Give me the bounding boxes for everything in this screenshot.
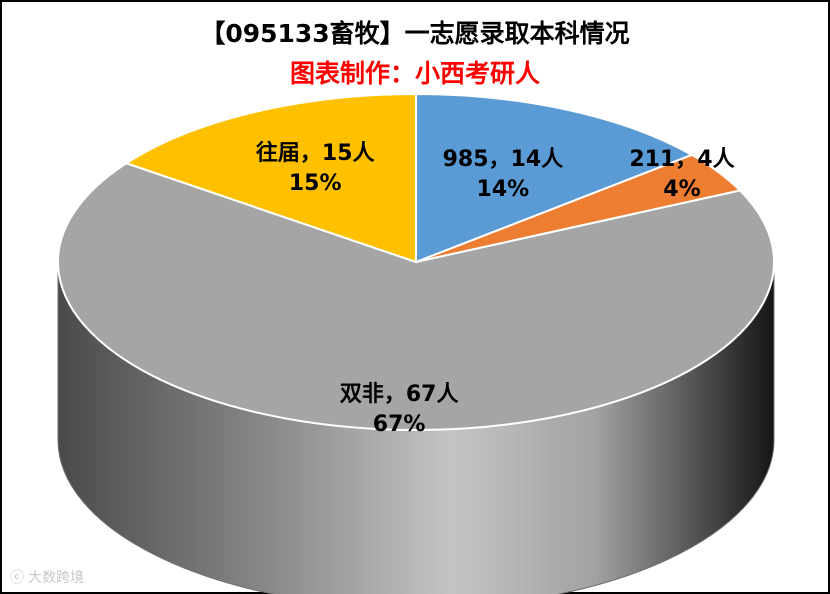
slice-label-0: 985，14人 14%	[443, 145, 564, 205]
slice-label-count: 双非，67人	[339, 381, 459, 407]
slice-label-percent: 15%	[288, 171, 342, 197]
slice-label-percent: 14%	[476, 177, 530, 203]
chart-subtitle: 图表制作：小西考研人	[289, 59, 540, 88]
watermark: ⓒ 大数跨境	[10, 567, 84, 587]
slice-label-percent: 67%	[372, 411, 426, 437]
slice-label-count: 985，14人	[442, 147, 564, 173]
slice-label-count: 211，4人	[629, 146, 735, 172]
slice-label-count: 往届，15人	[255, 141, 375, 167]
slice-label-2: 双非，67人 67%	[340, 380, 459, 440]
slice-label-1: 211，4人 4%	[629, 145, 734, 205]
chart-title: 【095133畜牧】一志愿录取本科情况	[200, 19, 630, 48]
slice-label-3: 往届，15人 15%	[256, 139, 375, 199]
watermark-text: 大数跨境	[28, 570, 84, 586]
pie-slice-0	[415, 92, 695, 264]
brand-logo-icon: ⓒ	[10, 570, 24, 586]
pie-top-face	[57, 92, 775, 431]
pie-slice-2	[57, 162, 775, 431]
pie-slice-3	[124, 92, 417, 264]
slice-label-percent: 4%	[663, 176, 701, 202]
